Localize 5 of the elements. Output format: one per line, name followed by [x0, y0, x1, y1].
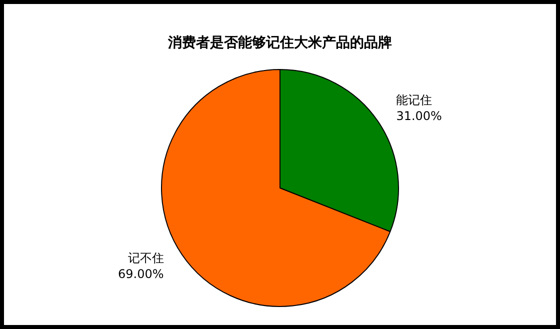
slice-label: 能记住	[396, 93, 432, 108]
data-label: 31.00%	[396, 109, 442, 124]
chart-title: 消费者是否能够记住大米产品的品牌	[167, 34, 393, 52]
slice-label: 记不住	[128, 251, 164, 266]
data-label: 69.00%	[118, 267, 164, 282]
